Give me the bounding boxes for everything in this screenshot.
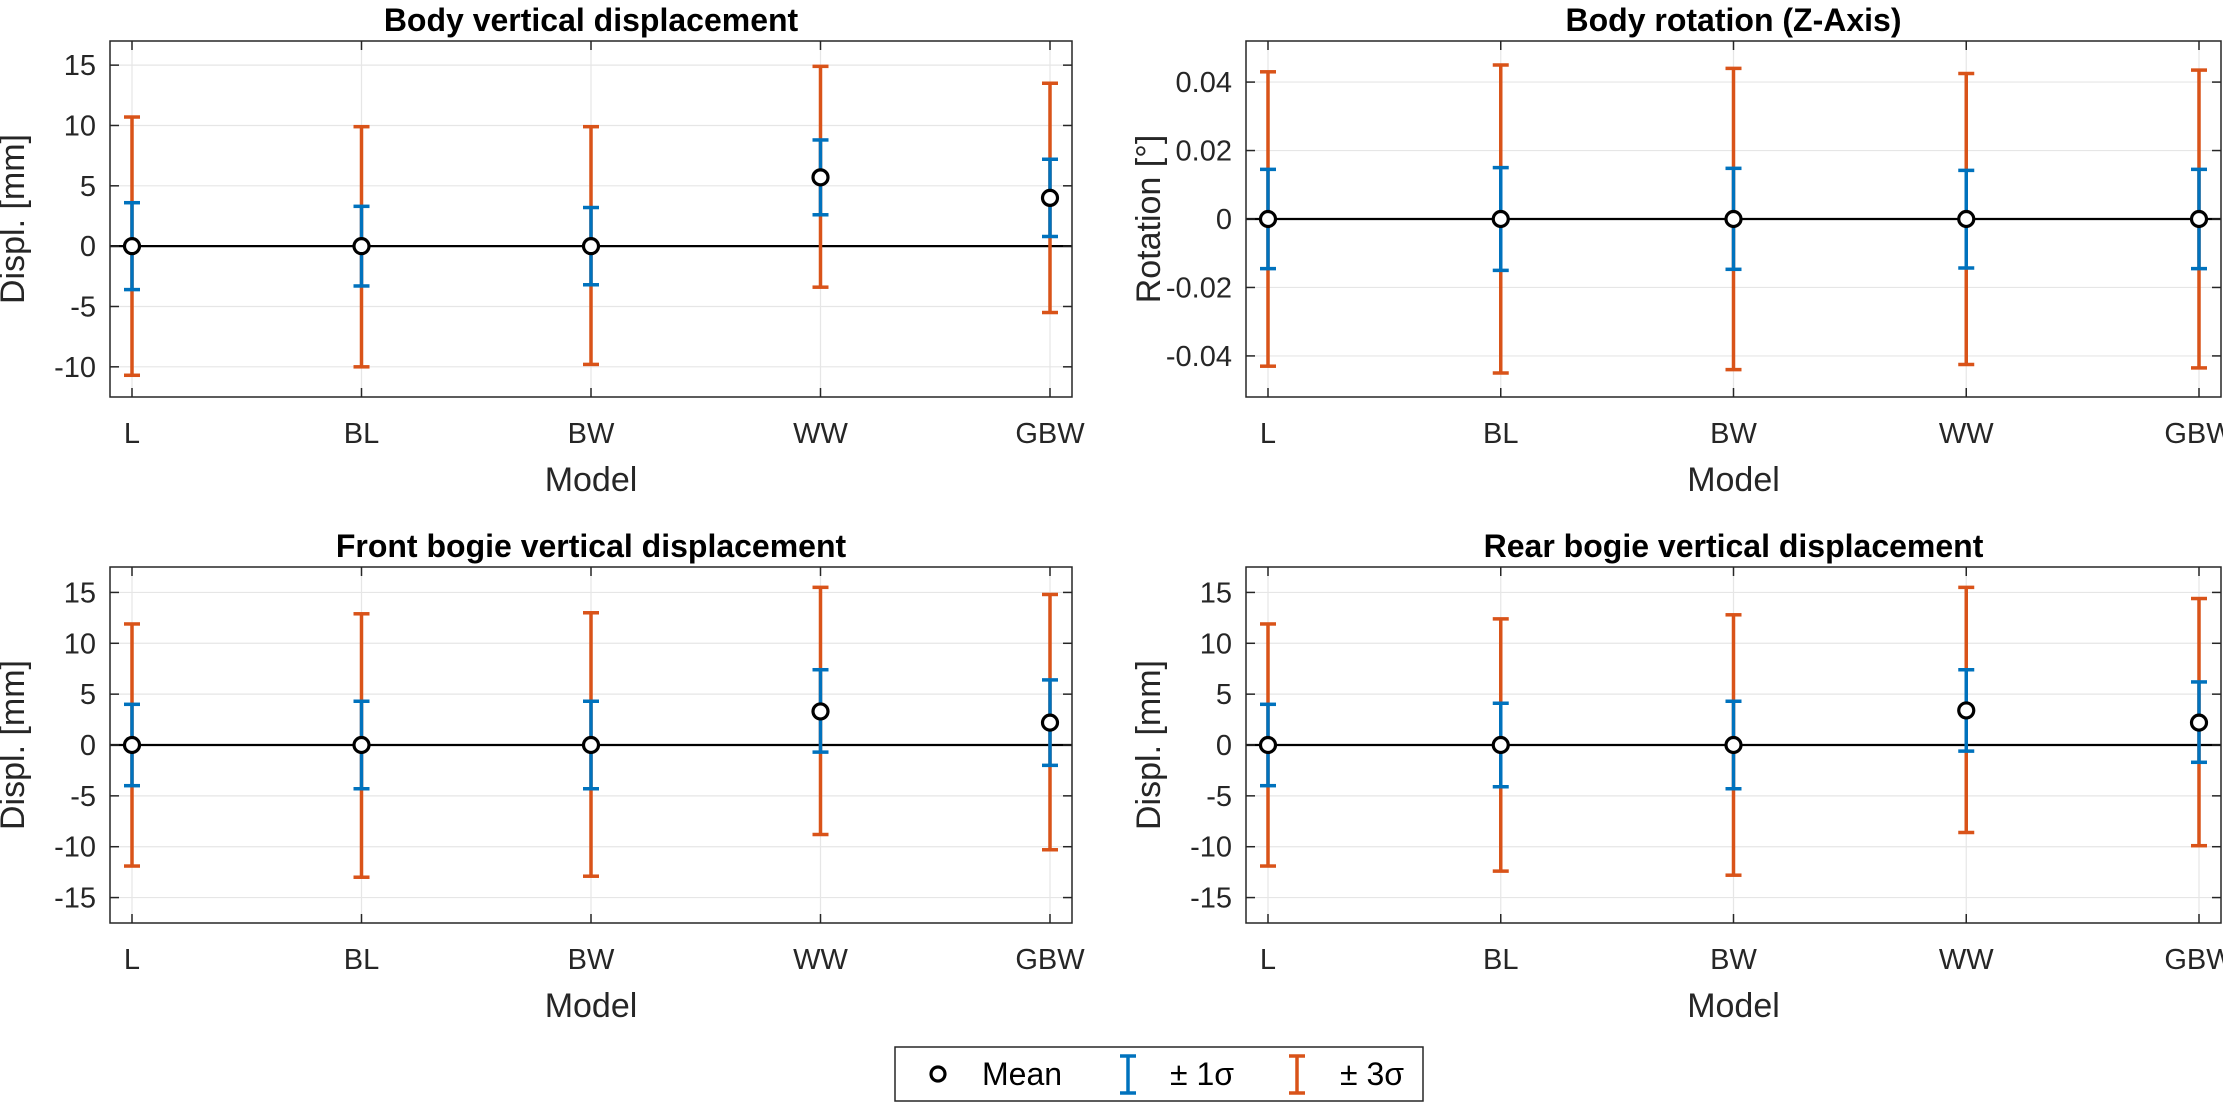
mean-marker: [1040, 188, 1060, 207]
x-tick-label: BL: [344, 944, 379, 976]
y-axis-label: Displ. [mm]: [1130, 660, 1168, 830]
legend: Mean ± 1σ ± 3σ: [894, 1046, 1424, 1102]
x-tick-label: GBW: [1015, 418, 1085, 450]
y-tick-label: -10: [54, 832, 96, 864]
x-tick-label: WW: [793, 944, 848, 976]
mean-marker: [2189, 209, 2209, 229]
y-tick-label: -15: [1190, 883, 1232, 915]
x-tick-label: GBW: [1015, 944, 1085, 976]
mean-marker: [1491, 735, 1510, 755]
mean-marker: [122, 237, 142, 256]
y-tick-label: 5: [80, 171, 96, 203]
y-tick-label: -15: [54, 883, 96, 915]
x-tick-label: BL: [344, 418, 379, 450]
mean-marker: [1957, 701, 1976, 720]
x-tick-label: WW: [793, 418, 848, 450]
legend-box: [894, 1046, 1424, 1102]
x-tick-label: L: [1260, 418, 1276, 450]
y-axis-label: Displ. [mm]: [0, 660, 32, 830]
mean-marker: [1258, 735, 1278, 755]
x-tick-label: L: [124, 944, 140, 976]
y-tick-label: 0.02: [1176, 136, 1232, 168]
mean-marker: [581, 237, 601, 256]
x-tick-label: WW: [1939, 418, 1994, 450]
x-tick-label: BW: [568, 418, 615, 450]
chart-panel-2: -0.04 -0.02 0 0.02 0.04 L BL BW WW GBW Body rotati…: [1130, 2, 2223, 499]
mean-marker: [352, 237, 371, 256]
chart-title: Body vertical displacement: [384, 2, 799, 38]
mean-marker: [581, 735, 601, 755]
chart-panel-4: -15 -10 -5 0 5 10 15 L BL BW WW GBW Rear bogie verti…: [1130, 528, 2223, 1025]
y-tick-label: -5: [70, 291, 96, 323]
y-tick-label: 0: [1216, 730, 1232, 762]
x-tick-label: BL: [1483, 418, 1518, 450]
y-tick-label: 0.04: [1176, 67, 1232, 99]
y-tick-label: 5: [1216, 679, 1232, 711]
y-tick-label: 15: [64, 577, 96, 609]
mean-marker: [1040, 713, 1060, 732]
chart-title: Rear bogie vertical displacement: [1484, 528, 1984, 564]
x-axis-label: Model: [1687, 987, 1780, 1025]
mean-marker: [811, 702, 830, 721]
x-tick-label: GBW: [2164, 418, 2223, 450]
mean-marker: [1258, 209, 1278, 229]
y-tick-label: 10: [1200, 628, 1232, 660]
legend-sigma1-icon: [1120, 1054, 1136, 1095]
mean-marker: [811, 168, 830, 187]
y-tick-label: -10: [54, 352, 96, 384]
legend-sigma3-label: ± 3σ: [1340, 1056, 1404, 1092]
x-tick-label: BW: [1710, 944, 1757, 976]
x-tick-label: WW: [1939, 944, 1994, 976]
mean-marker: [1957, 209, 1976, 229]
y-tick-label: -5: [1206, 781, 1232, 813]
legend-mean-marker: [929, 1065, 947, 1083]
mean-marker: [1724, 735, 1743, 755]
y-tick-label: 0: [80, 730, 96, 762]
x-tick-label: GBW: [2164, 944, 2223, 976]
mean-marker: [2189, 713, 2209, 732]
x-tick-label: BW: [1710, 418, 1757, 450]
y-axis-label: Displ. [mm]: [0, 134, 32, 304]
mean-marker: [122, 735, 142, 755]
x-tick-label: L: [124, 418, 140, 450]
y-tick-label: 10: [64, 628, 96, 660]
mean-marker: [1724, 209, 1743, 229]
x-tick-label: L: [1260, 944, 1276, 976]
mean-marker: [1491, 209, 1510, 229]
y-axis-label: Rotation [°]: [1130, 135, 1168, 304]
chart-panel-1: -10 -5 0 5 10 15 L BL BW WW GBW Body vertical displ…: [0, 2, 1085, 499]
y-tick-label: -10: [1190, 832, 1232, 864]
y-tick-label: -0.04: [1166, 341, 1232, 373]
y-tick-label: 0: [1216, 204, 1232, 236]
y-tick-label: 15: [1200, 577, 1232, 609]
x-tick-label: BL: [1483, 944, 1518, 976]
chart-title: Front bogie vertical displacement: [336, 528, 847, 564]
y-tick-label: 15: [64, 50, 96, 82]
y-tick-label: 0: [80, 231, 96, 263]
legend-sigma1-label: ± 1σ: [1170, 1056, 1234, 1092]
y-tick-label: 10: [64, 110, 96, 142]
y-tick-label: -0.02: [1166, 272, 1232, 304]
legend-sigma3-icon: [1289, 1054, 1305, 1095]
chart-panel-3: -15 -10 -5 0 5 10 15 L BL BW WW GBW Front bogie vert…: [0, 528, 1085, 1025]
chart-title: Body rotation (Z-Axis): [1566, 2, 1902, 38]
x-axis-label: Model: [545, 461, 638, 499]
x-axis-label: Model: [1687, 461, 1780, 499]
y-tick-label: -5: [70, 781, 96, 813]
legend-mean-label: Mean: [982, 1056, 1062, 1092]
x-tick-label: BW: [568, 944, 615, 976]
y-tick-label: 5: [80, 679, 96, 711]
x-axis-label: Model: [545, 987, 638, 1025]
mean-marker: [352, 735, 371, 755]
